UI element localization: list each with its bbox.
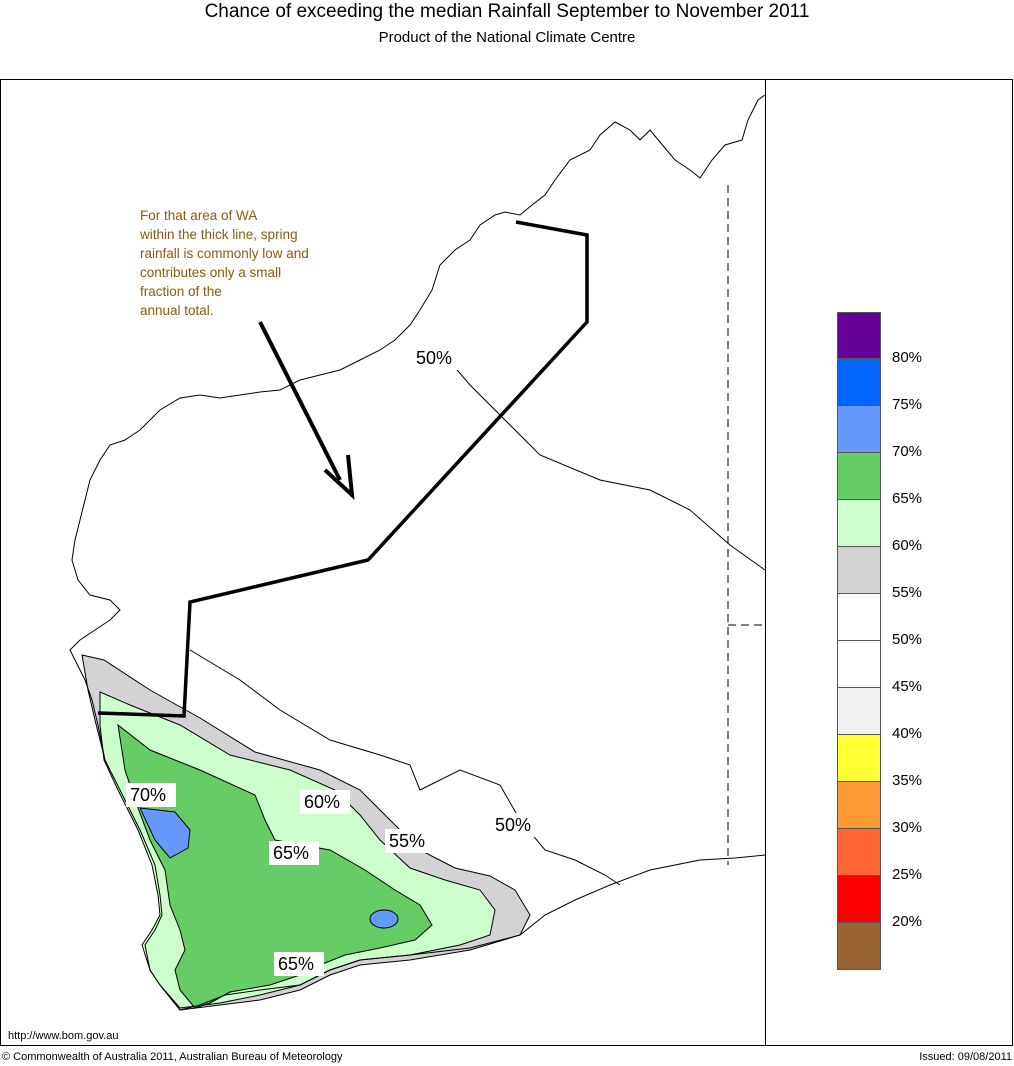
legend-swatch — [837, 500, 881, 547]
issued-date: Issued: 09/08/2011 — [919, 1051, 1012, 1063]
legend-swatch — [837, 923, 881, 970]
legend-swatch — [837, 829, 881, 876]
legend-label: 50% — [892, 631, 923, 648]
thick-boundary-line — [97, 220, 589, 718]
contour-50-south — [189, 649, 621, 886]
legend-swatch — [837, 547, 881, 594]
legend-label: 70% — [892, 443, 923, 460]
contour-label-65-north: 65% — [273, 843, 309, 863]
legend-swatch — [837, 359, 881, 406]
legend-label: 60% — [892, 537, 923, 554]
contour-label-60: 60% — [304, 792, 340, 812]
legend-swatch — [837, 406, 881, 453]
annotation-arrow — [258, 321, 342, 481]
legend-swatch — [837, 876, 881, 923]
legend-label: 20% — [892, 913, 923, 930]
legend-swatch — [837, 641, 881, 688]
legend-swatch — [837, 782, 881, 829]
source-url: http://www.bom.gov.au — [8, 1030, 119, 1042]
map-subtitle: Product of the National Climate Centre — [378, 29, 636, 46]
region-70-percent-east — [369, 909, 399, 929]
legend-label: 75% — [892, 396, 923, 413]
legend-swatch — [837, 688, 881, 735]
legend-label: 55% — [892, 584, 923, 601]
map-frame — [0, 79, 1013, 1046]
legend-label: 65% — [892, 490, 923, 507]
legend-label: 40% — [892, 725, 923, 742]
map-title: Chance of exceeding the median Rainfall … — [204, 1, 810, 22]
legend-label: 80% — [892, 349, 923, 366]
coastline — [69, 94, 766, 1011]
legend-swatch — [837, 735, 881, 782]
legend-swatch — [837, 453, 881, 500]
legend-divider — [765, 79, 766, 1046]
contour-label-50-north: 50% — [416, 348, 452, 368]
legend-swatch — [837, 594, 881, 641]
legend-label: 30% — [892, 819, 923, 836]
legend-label: 45% — [892, 678, 923, 695]
copyright-notice: © Commonwealth of Australia 2011, Austra… — [2, 1051, 343, 1063]
annotation-note: For that area of WA within the thick lin… — [140, 208, 309, 318]
region-70-percent-west — [139, 807, 191, 859]
contour-label-70: 70% — [130, 785, 166, 805]
legend-label: 35% — [892, 772, 923, 789]
legend-color-bar — [837, 312, 881, 970]
contour-label-50-south: 50% — [495, 815, 531, 835]
legend-label: 25% — [892, 866, 923, 883]
contour-50-north — [439, 349, 766, 571]
contour-label-55: 55% — [389, 831, 425, 851]
contour-label-65-south: 65% — [278, 954, 314, 974]
annotation-arrowhead — [323, 454, 355, 501]
legend-swatch — [837, 312, 881, 359]
